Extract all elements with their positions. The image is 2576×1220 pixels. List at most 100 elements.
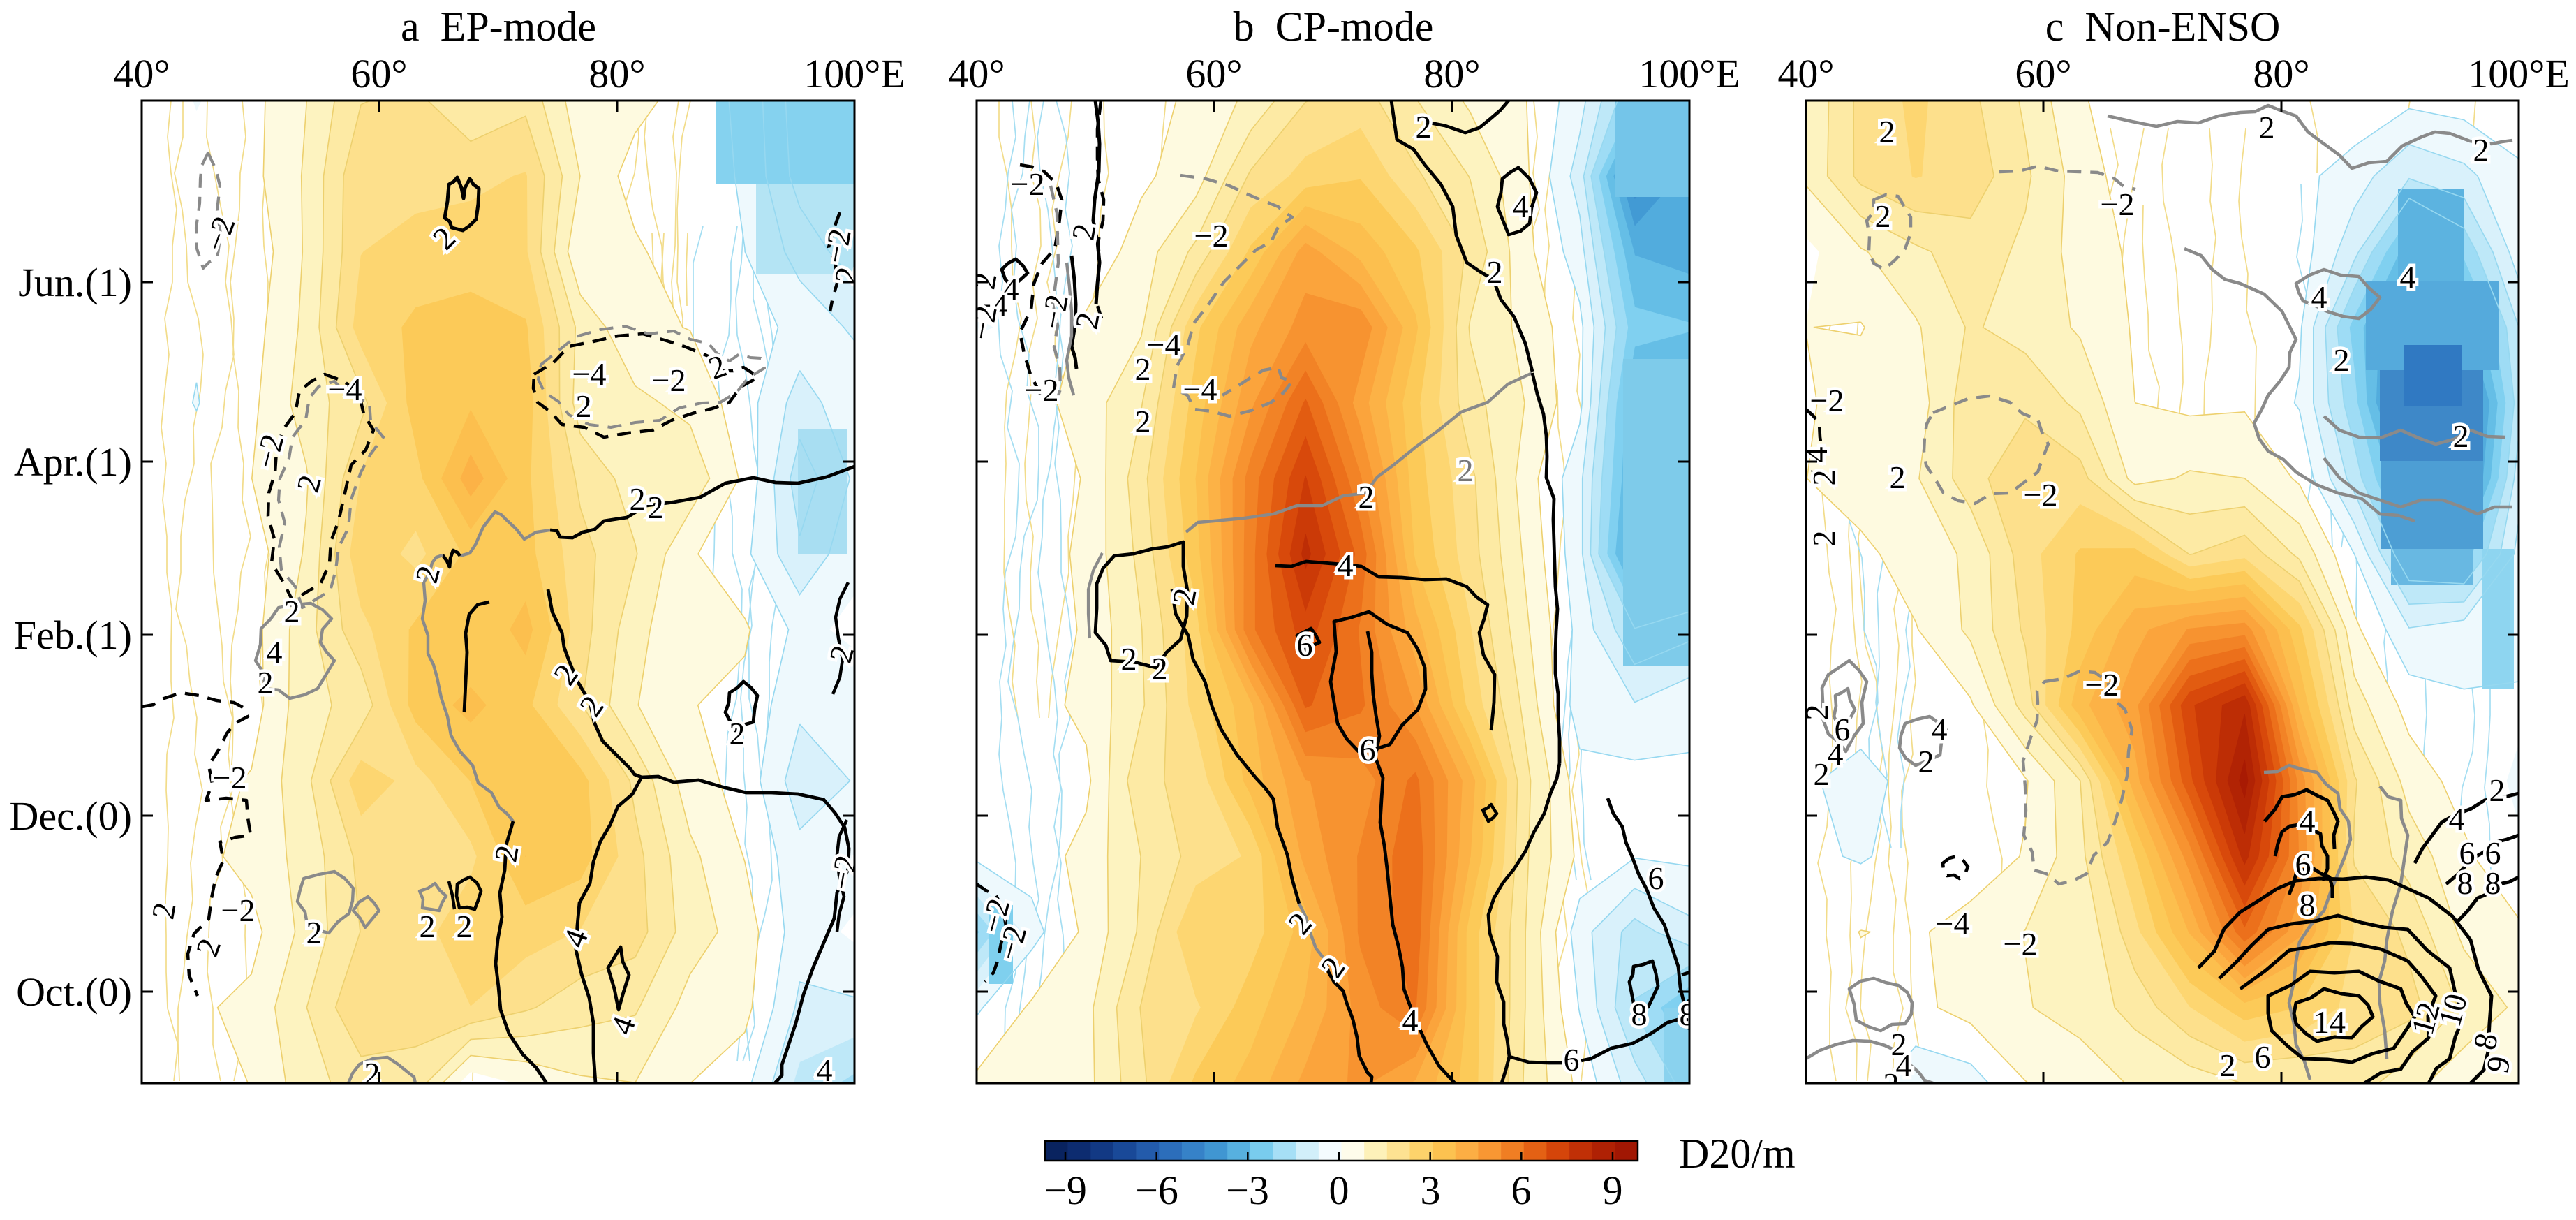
svg-text:2: 2	[1875, 198, 1891, 234]
svg-text:4: 4	[1896, 1048, 1912, 1083]
svg-text:9: 9	[1603, 1168, 1623, 1213]
svg-text:4: 4	[2400, 259, 2416, 295]
svg-text:6: 6	[2485, 835, 2501, 871]
svg-text:80°: 80°	[2253, 51, 2309, 96]
svg-text:−2: −2	[2101, 186, 2135, 222]
svg-text:−4: −4	[572, 356, 607, 392]
svg-text:60°: 60°	[2015, 51, 2071, 96]
svg-text:4: 4	[267, 634, 283, 670]
svg-text:2: 2	[2334, 342, 2350, 378]
svg-text:Oct.(0): Oct.(0)	[16, 969, 132, 1015]
svg-text:8: 8	[2485, 865, 2501, 901]
svg-text:4: 4	[2311, 279, 2327, 315]
svg-text:2: 2	[1152, 651, 1168, 686]
svg-text:2: 2	[2259, 110, 2275, 145]
svg-text:2: 2	[1891, 1027, 1907, 1062]
svg-text:D20/m: D20/m	[1679, 1131, 1796, 1177]
svg-text:4: 4	[817, 1052, 833, 1088]
svg-text:−2: −2	[652, 362, 686, 398]
svg-text:2: 2	[284, 594, 300, 629]
svg-text:Apr.(1): Apr.(1)	[14, 439, 132, 485]
svg-text:2: 2	[1806, 470, 1842, 486]
svg-text:c Non-ENSO: c Non-ENSO	[2045, 3, 2281, 50]
svg-text:2: 2	[1879, 114, 1895, 149]
svg-text:6: 6	[1835, 712, 1851, 747]
svg-text:80°: 80°	[1423, 51, 1480, 96]
svg-text:40°: 40°	[1777, 51, 1834, 96]
svg-text:4: 4	[1828, 736, 1844, 772]
svg-text:2: 2	[1416, 109, 1432, 145]
svg-text:14: 14	[2314, 1004, 2346, 1040]
svg-text:2: 2	[1135, 351, 1151, 387]
svg-text:6: 6	[1360, 732, 1376, 767]
svg-text:Feb.(1): Feb.(1)	[14, 612, 132, 658]
svg-text:−2: −2	[1025, 372, 1059, 408]
svg-text:−4: −4	[1936, 906, 1970, 941]
svg-text:100°E: 100°E	[1638, 51, 1740, 96]
svg-text:40°: 40°	[113, 51, 170, 96]
svg-text:8: 8	[2457, 865, 2473, 901]
svg-text:2: 2	[1806, 531, 1842, 547]
svg-text:−4: −4	[974, 288, 1008, 323]
svg-text:4: 4	[1932, 712, 1948, 747]
svg-text:4: 4	[1402, 1003, 1419, 1038]
svg-text:2: 2	[1135, 404, 1151, 439]
svg-text:40°: 40°	[948, 51, 1005, 96]
svg-text:2: 2	[1487, 254, 1503, 290]
svg-text:6: 6	[1648, 860, 1664, 896]
svg-text:6: 6	[1511, 1168, 1532, 1213]
svg-text:2: 2	[258, 665, 274, 700]
svg-text:−2: −2	[221, 892, 256, 928]
svg-text:80°: 80°	[589, 51, 645, 96]
svg-text:−2: −2	[213, 760, 247, 795]
svg-text:6: 6	[2459, 835, 2475, 871]
svg-text:−2: −2	[1011, 166, 1045, 202]
svg-text:3: 3	[1421, 1168, 1441, 1213]
svg-text:2: 2	[1121, 641, 1137, 677]
svg-text:0: 0	[1329, 1168, 1349, 1213]
svg-text:2: 2	[457, 909, 473, 944]
svg-text:−2: −2	[1034, 292, 1075, 332]
svg-text:−2: −2	[1194, 218, 1229, 253]
svg-text:2: 2	[1883, 1066, 1900, 1102]
svg-text:2: 2	[2220, 1048, 2236, 1083]
svg-text:−4: −4	[1183, 372, 1217, 407]
svg-text:2: 2	[576, 388, 592, 424]
svg-text:−3: −3	[1226, 1168, 1269, 1213]
svg-text:2: 2	[1814, 756, 1830, 792]
svg-text:8: 8	[2300, 887, 2316, 923]
svg-text:b CP-mode: b CP-mode	[1234, 3, 1434, 50]
svg-text:2: 2	[2473, 132, 2489, 168]
svg-text:a EP-mode: a EP-mode	[401, 3, 596, 50]
svg-text:2: 2	[1359, 479, 1375, 515]
svg-text:4: 4	[2449, 801, 2465, 837]
svg-text:6: 6	[2295, 846, 2311, 882]
svg-text:−9: −9	[1044, 1168, 1087, 1213]
svg-text:Dec.(0): Dec.(0)	[9, 793, 132, 839]
svg-text:4: 4	[1513, 189, 1529, 224]
svg-text:−2: −2	[817, 226, 858, 266]
svg-text:2: 2	[630, 481, 646, 517]
svg-text:4: 4	[1003, 271, 1019, 307]
svg-text:2: 2	[1890, 460, 1906, 495]
svg-text:2: 2	[1799, 705, 1835, 721]
svg-text:−4: −4	[1147, 327, 1181, 362]
svg-text:60°: 60°	[350, 51, 407, 96]
svg-text:2: 2	[2489, 773, 2505, 809]
svg-text:2: 2	[2489, 772, 2505, 808]
svg-text:8: 8	[1680, 997, 1696, 1032]
svg-text:2: 2	[420, 909, 436, 944]
svg-text:6: 6	[1297, 627, 1313, 663]
svg-text:−4: −4	[328, 372, 362, 407]
svg-text:6: 6	[1564, 1042, 1580, 1078]
svg-text:4: 4	[1338, 547, 1354, 583]
svg-text:2: 2	[306, 915, 323, 950]
svg-text:−2: −2	[2024, 477, 2058, 513]
svg-text:2: 2	[1458, 453, 1474, 488]
svg-text:2: 2	[2453, 418, 2469, 454]
svg-text:2: 2	[648, 490, 664, 525]
svg-text:−6: −6	[1135, 1168, 1178, 1213]
svg-text:−2: −2	[1810, 383, 1844, 418]
svg-text:2: 2	[730, 716, 746, 751]
svg-text:−2: −2	[2004, 926, 2038, 962]
